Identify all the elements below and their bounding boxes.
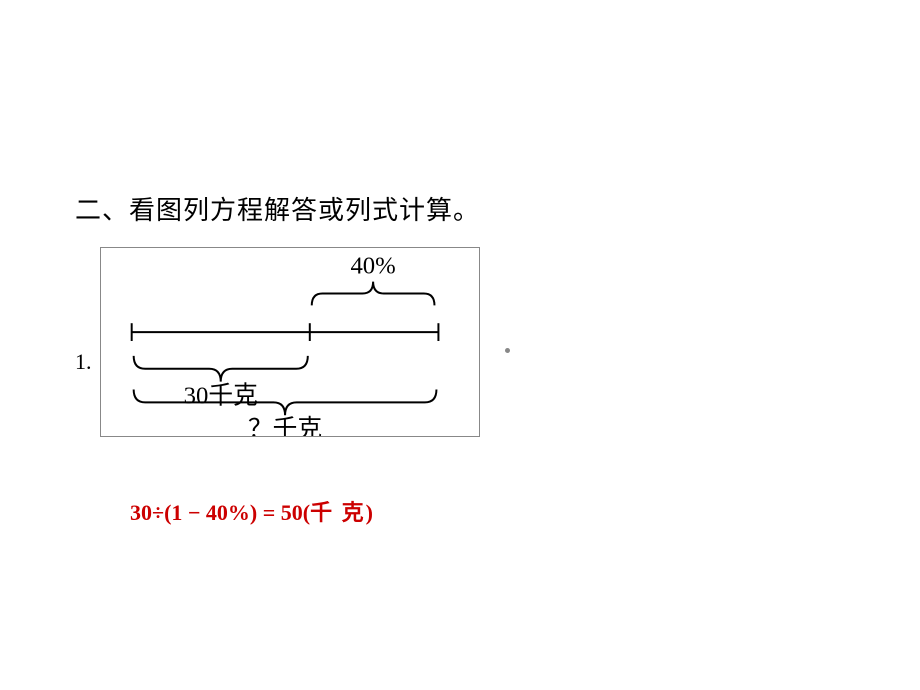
diagram-container: 40% 30千克 ？千克 bbox=[100, 247, 480, 437]
diagram-svg: 40% 30千克 ？千克 bbox=[101, 248, 479, 436]
answer-equation: 30÷(1 − 40%) = 50(千 克) bbox=[130, 495, 480, 527]
answer-prefix: 30÷(1 − 40%) = 50( bbox=[130, 500, 310, 525]
answer-unit: 千 克 bbox=[310, 500, 366, 525]
problem-row: 1. 40% 30千克 ？千克 bbox=[75, 247, 480, 437]
section-heading: 二、看图列方程解答或列式计算。 bbox=[75, 190, 480, 227]
answer-suffix: ) bbox=[366, 500, 373, 525]
svg-text:30千克: 30千克 bbox=[183, 381, 257, 409]
problem-number: 1. bbox=[75, 349, 92, 375]
svg-text:？千克: ？千克 bbox=[247, 415, 321, 436]
svg-text:40%: 40% bbox=[350, 253, 395, 280]
decorative-dot bbox=[505, 348, 510, 353]
